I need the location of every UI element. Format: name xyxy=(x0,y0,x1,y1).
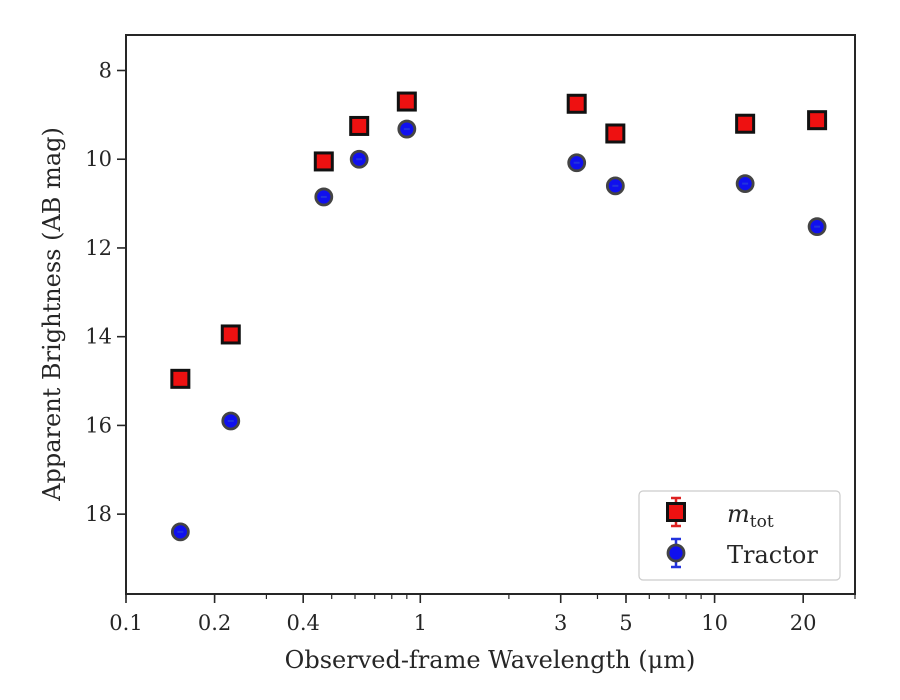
legend-tractor-marker xyxy=(666,543,686,563)
x-tick-label: 0.2 xyxy=(198,611,231,635)
mtot-point xyxy=(349,115,370,136)
data-points xyxy=(170,91,828,542)
mtot-point xyxy=(220,324,241,345)
x-tick-label: 10 xyxy=(701,611,728,635)
x-tick-label: 20 xyxy=(790,611,817,635)
legend-box xyxy=(638,490,841,581)
y-axis-label: Apparent Brightness (AB mag) xyxy=(38,127,66,502)
mtot-point xyxy=(605,123,626,144)
legend-label-mtot: mtot xyxy=(727,500,774,532)
legend: mtot Tractor xyxy=(638,490,841,581)
legend-label-mtot-sub: tot xyxy=(750,512,774,532)
y-axis-ticks: 8 10 12 14 16 18 xyxy=(85,58,126,526)
x-tick-label: 3 xyxy=(554,611,567,635)
y-tick-label: 8 xyxy=(99,58,112,82)
mtot-point xyxy=(735,113,756,134)
mtot-point xyxy=(170,368,191,389)
y-tick-label: 10 xyxy=(85,147,112,171)
legend-label-mtot-main: m xyxy=(727,500,750,528)
x-axis-label: Observed-frame Wavelength (μm) xyxy=(285,646,696,674)
legend-mtot-marker xyxy=(666,502,686,522)
plot-frame xyxy=(125,34,856,595)
mtot-point xyxy=(313,151,334,172)
x-tick-label: 1 xyxy=(414,611,427,635)
legend-label-tractor: Tractor xyxy=(727,541,818,569)
x-tick-label: 5 xyxy=(619,611,632,635)
y-tick-label: 18 xyxy=(85,502,112,526)
mtot-point xyxy=(566,93,587,114)
x-tick-label: 0.1 xyxy=(109,611,142,635)
mtot-point xyxy=(396,91,417,112)
y-tick-label: 16 xyxy=(85,413,112,437)
x-axis-ticks: 0.1 0.2 0.4 1 3 5 10 20 xyxy=(109,594,817,635)
legend-markers xyxy=(666,496,686,569)
mtot-point xyxy=(807,110,828,131)
y-tick-label: 12 xyxy=(85,236,112,260)
y-tick-label: 14 xyxy=(85,325,112,349)
x-tick-label: 0.4 xyxy=(286,611,319,635)
